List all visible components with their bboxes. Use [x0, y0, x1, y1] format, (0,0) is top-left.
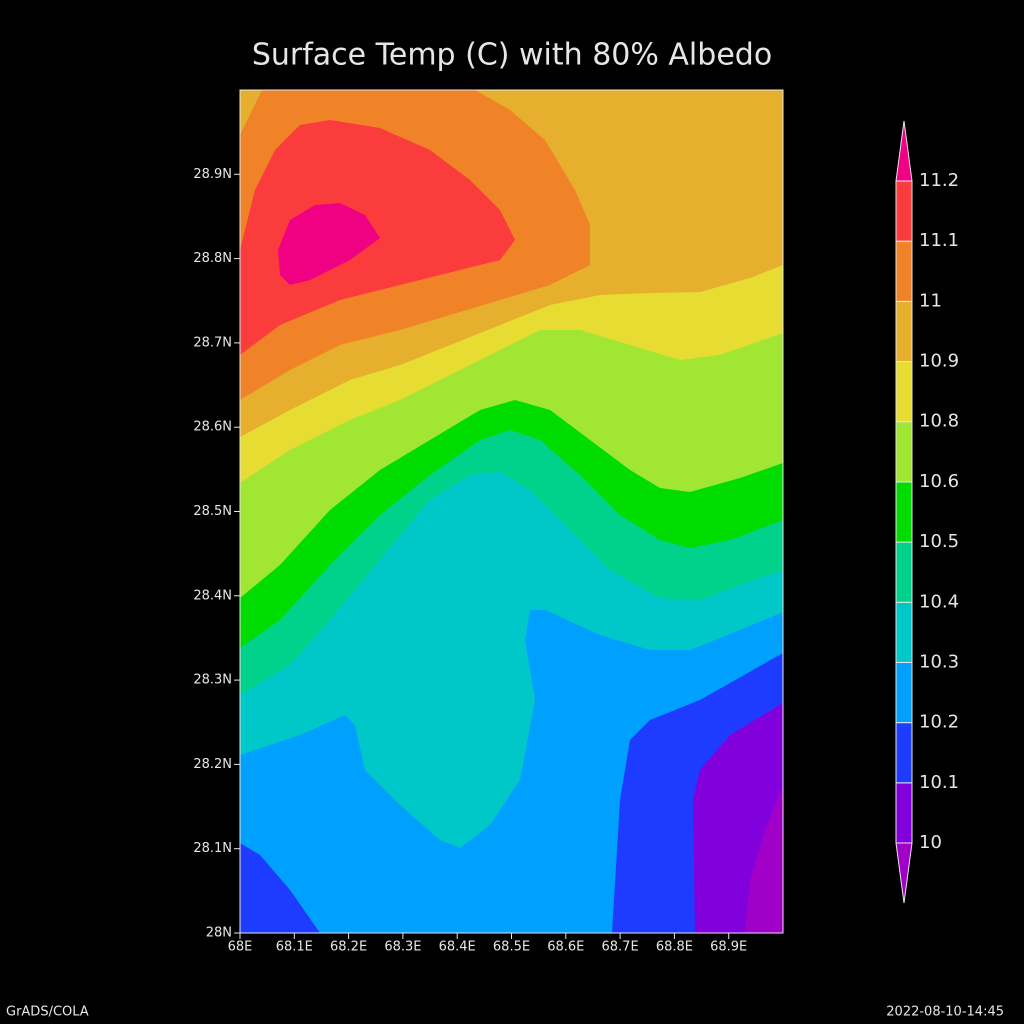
- y-tick-label: 28.1N: [193, 841, 232, 856]
- colorbar-box: [895, 240, 913, 302]
- x-tick-label: 68.9E: [710, 940, 747, 955]
- colorbar-box: [895, 782, 913, 844]
- colorbar-label: 10.1: [919, 772, 959, 793]
- colorbar-label: 11: [919, 290, 942, 311]
- y-tick-label: 28.7N: [193, 335, 232, 350]
- y-tick-label: 28.6N: [193, 420, 232, 435]
- colorbar-box: [895, 661, 913, 724]
- x-tick-label: 68.2E: [330, 940, 367, 955]
- colorbar-box: [895, 421, 913, 483]
- colorbar-box: [895, 361, 913, 423]
- y-tick-label: 28N: [206, 926, 232, 941]
- colorbar-label: 10.8: [919, 411, 959, 432]
- colorbar-arrow-low: [895, 842, 913, 904]
- y-tick-label: 28.3N: [193, 673, 232, 688]
- x-tick-label: 68.3E: [384, 940, 421, 955]
- y-tick-label: 28.5N: [193, 504, 232, 519]
- x-tick-label: 68.1E: [276, 940, 313, 955]
- colorbar-box: [895, 601, 913, 663]
- colorbar-box: [895, 541, 913, 603]
- y-tick-label: 28.4N: [193, 588, 232, 603]
- colorbar-box: [895, 722, 913, 784]
- y-tick-label: 28.2N: [193, 757, 232, 772]
- colorbar-label: 11.2: [919, 170, 959, 191]
- colorbar-label: 10.3: [919, 651, 959, 672]
- contour-band: [278, 203, 380, 285]
- x-tick-label: 68.5E: [493, 940, 530, 955]
- x-tick-label: 68.4E: [439, 940, 476, 955]
- colorbar-label: 10.4: [919, 591, 959, 612]
- y-tick-label: 28.8N: [193, 251, 232, 266]
- colorbar-label: 10.9: [919, 351, 959, 372]
- colorbar-box: [895, 481, 913, 543]
- colorbar-arrow-high: [895, 120, 913, 182]
- x-tick-label: 68.6E: [547, 940, 584, 955]
- chart-title: Surface Temp (C) with 80% Albedo: [252, 38, 772, 73]
- colorbar-label: 10.2: [919, 712, 959, 733]
- x-tick-label: 68E: [228, 940, 253, 955]
- footer-left: GrADS/COLA: [6, 1005, 89, 1020]
- colorbar-box: [895, 180, 913, 242]
- footer-right: 2022-08-10-14:45: [886, 1005, 1004, 1020]
- x-tick-label: 68.8E: [656, 940, 693, 955]
- colorbar-box: [895, 300, 913, 363]
- colorbar-label: 10: [919, 832, 942, 853]
- colorbar-label: 10.5: [919, 531, 959, 552]
- colorbar-label: 11.1: [919, 230, 959, 251]
- y-tick-label: 28.9N: [193, 167, 232, 182]
- colorbar-label: 10.6: [919, 471, 959, 492]
- x-tick-label: 68.7E: [602, 940, 639, 955]
